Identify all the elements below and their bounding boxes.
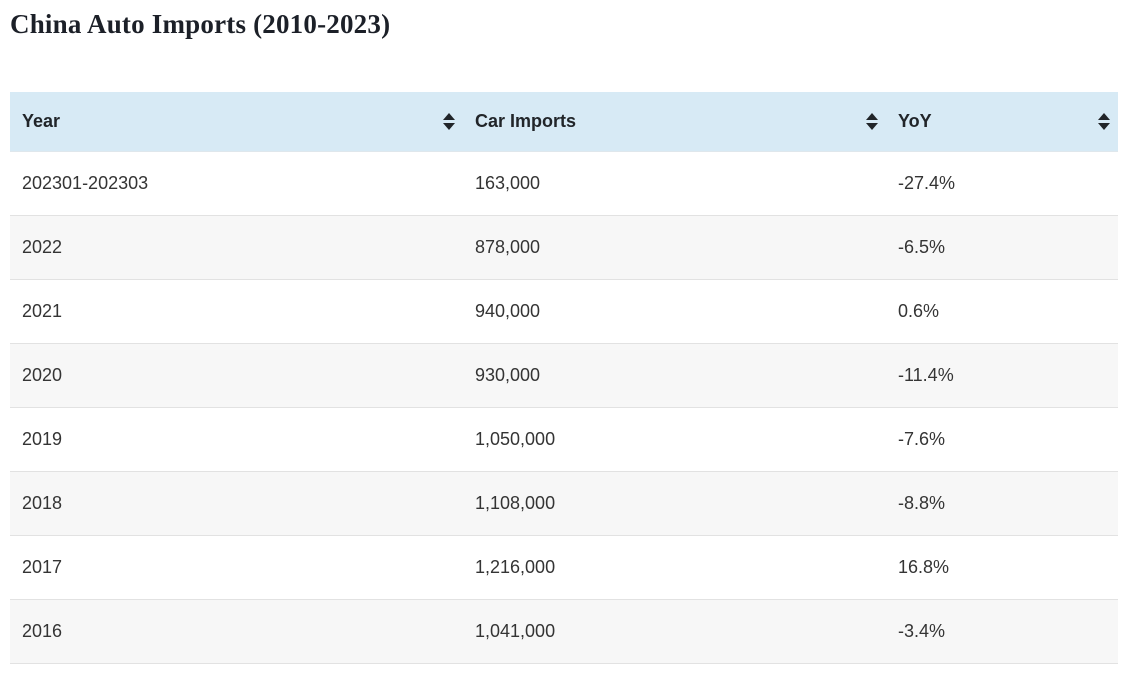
sort-icon[interactable] — [443, 113, 455, 130]
cell-yoy: 16.8% — [898, 557, 950, 577]
cell-yoy: -8.8% — [898, 493, 946, 513]
cell-year: 2022 — [22, 237, 63, 257]
page: China Auto Imports (2010-2023) Year Car … — [0, 6, 1128, 664]
imports-table: Year Car Imports YoY 202301-202303 163,0… — [10, 92, 1118, 664]
sort-down-arrow-icon — [443, 123, 455, 130]
table-row: 2016 1,041,000 -3.4% — [10, 600, 1118, 664]
cell-car-imports: 1,050,000 — [475, 429, 556, 449]
table-row: 2021 940,000 0.6% — [10, 280, 1118, 344]
cell-year: 2017 — [22, 557, 63, 577]
column-header-label: Year — [22, 111, 61, 131]
sort-up-arrow-icon — [866, 113, 878, 120]
table-row: 2020 930,000 -11.4% — [10, 344, 1118, 408]
cell-yoy: -27.4% — [898, 173, 956, 193]
cell-year: 2019 — [22, 429, 63, 449]
cell-year: 2016 — [22, 621, 63, 641]
cell-yoy: -7.6% — [898, 429, 946, 449]
table-row: 202301-202303 163,000 -27.4% — [10, 152, 1118, 216]
cell-yoy: 0.6% — [898, 301, 940, 321]
sort-down-arrow-icon — [1098, 123, 1110, 130]
cell-car-imports: 1,041,000 — [475, 621, 556, 641]
cell-yoy: -6.5% — [898, 237, 946, 257]
page-title: China Auto Imports (2010-2023) — [10, 9, 391, 39]
cell-yoy: -11.4% — [898, 365, 954, 385]
sort-icon[interactable] — [1098, 113, 1110, 130]
cell-year: 2020 — [22, 365, 63, 385]
cell-yoy: -3.4% — [898, 621, 946, 641]
cell-car-imports: 163,000 — [475, 173, 541, 193]
cell-year: 2021 — [22, 301, 63, 321]
cell-car-imports: 940,000 — [475, 301, 541, 321]
cell-car-imports: 878,000 — [475, 237, 541, 257]
sort-icon[interactable] — [866, 113, 878, 130]
table-row: 2017 1,216,000 16.8% — [10, 536, 1118, 600]
column-header-label: Car Imports — [475, 111, 577, 131]
cell-car-imports: 930,000 — [475, 365, 541, 385]
column-header-car-imports[interactable]: Car Imports — [463, 92, 886, 151]
sort-up-arrow-icon — [443, 113, 455, 120]
column-header-yoy[interactable]: YoY — [886, 92, 1118, 151]
cell-car-imports: 1,108,000 — [475, 493, 556, 513]
sort-down-arrow-icon — [866, 123, 878, 130]
column-header-label: YoY — [898, 111, 932, 131]
table-body: 202301-202303 163,000 -27.4% 2022 878,00… — [10, 152, 1118, 664]
cell-car-imports: 1,216,000 — [475, 557, 556, 577]
table-row: 2022 878,000 -6.5% — [10, 216, 1118, 280]
table-row: 2018 1,108,000 -8.8% — [10, 472, 1118, 536]
cell-year: 202301-202303 — [22, 173, 149, 193]
column-header-year[interactable]: Year — [10, 92, 463, 151]
cell-year: 2018 — [22, 493, 63, 513]
table-row: 2019 1,050,000 -7.6% — [10, 408, 1118, 472]
table-header-row: Year Car Imports YoY — [10, 92, 1118, 152]
sort-up-arrow-icon — [1098, 113, 1110, 120]
